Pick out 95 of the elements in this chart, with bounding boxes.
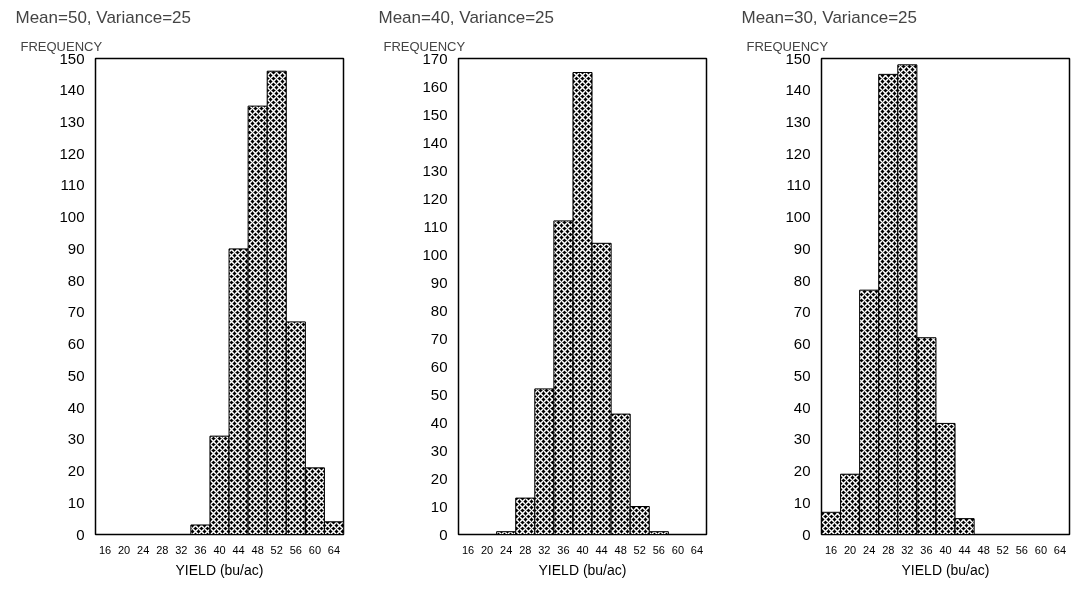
x-tick-label: 64 — [1053, 543, 1067, 556]
x-tick-label: 16 — [461, 543, 475, 556]
x-tick-label: 52 — [633, 543, 646, 556]
y-tick-label: 90 — [430, 273, 448, 291]
x-tick-label: 32 — [175, 543, 188, 556]
y-tick-label: 130 — [422, 161, 448, 179]
chart-title: Mean=50, Variance=25 — [15, 7, 191, 27]
x-tick-label: 40 — [576, 543, 589, 556]
y-tick-label: 110 — [60, 176, 85, 194]
y-tick-label: 10 — [67, 493, 85, 511]
y-axis-title: FREQUENCY — [383, 38, 466, 54]
x-tick-label: 28 — [882, 543, 895, 556]
y-tick-label: 110 — [423, 217, 448, 235]
y-tick-label: 40 — [67, 398, 85, 416]
y-tick-label: 30 — [430, 441, 448, 459]
x-tick-label: 16 — [98, 543, 112, 556]
y-axis-title: FREQUENCY — [746, 38, 829, 54]
x-tick-label: 36 — [920, 543, 933, 556]
y-tick-label: 0 — [76, 525, 85, 543]
x-tick-label: 56 — [652, 543, 665, 556]
x-tick-label: 60 — [308, 543, 322, 556]
y-tick-label: 20 — [67, 462, 85, 480]
y-tick-label: 10 — [793, 493, 811, 511]
x-tick-label: 44 — [595, 543, 608, 556]
x-tick-label: 52 — [270, 543, 283, 556]
x-tick-label: 28 — [519, 543, 532, 556]
x-tick-label: 40 — [213, 543, 226, 556]
y-tick-label: 130 — [59, 112, 85, 130]
x-tick-label: 20 — [481, 543, 494, 556]
chart-title: Mean=30, Variance=25 — [741, 7, 917, 27]
y-tick-label: 140 — [785, 81, 811, 99]
y-tick-label: 70 — [67, 303, 85, 321]
y-axis-title: FREQUENCY — [20, 38, 103, 54]
x-tick-label: 60 — [671, 543, 685, 556]
y-tick-label: 80 — [67, 271, 85, 289]
y-tick-label: 40 — [793, 398, 811, 416]
x-tick-label: 32 — [538, 543, 551, 556]
y-tick-label: 120 — [422, 189, 448, 207]
y-tick-label: 30 — [793, 430, 811, 448]
x-tick-label: 20 — [844, 543, 857, 556]
y-tick-label: 0 — [802, 525, 811, 543]
x-axis-title: YIELD (bu/ac) — [538, 561, 627, 578]
x-tick-label: 48 — [251, 543, 264, 556]
y-tick-label: 50 — [430, 385, 448, 403]
x-tick-label: 28 — [156, 543, 169, 556]
y-tick-label: 120 — [59, 144, 85, 162]
x-tick-label: 64 — [690, 543, 704, 556]
y-tick-label: 40 — [430, 413, 448, 431]
x-tick-label: 16 — [824, 543, 838, 556]
y-tick-label: 50 — [67, 366, 85, 384]
y-tick-label: 90 — [793, 239, 811, 257]
y-tick-label: 60 — [67, 335, 85, 353]
x-tick-label: 32 — [901, 543, 914, 556]
y-tick-label: 10 — [430, 497, 448, 515]
x-tick-label: 44 — [232, 543, 245, 556]
y-tick-label: 70 — [793, 303, 811, 321]
x-tick-label: 56 — [289, 543, 302, 556]
y-tick-label: 30 — [67, 430, 85, 448]
y-tick-label: 120 — [785, 144, 811, 162]
x-tick-label: 36 — [557, 543, 570, 556]
x-tick-label: 56 — [1015, 543, 1028, 556]
y-tick-label: 80 — [793, 271, 811, 289]
x-tick-label: 24 — [863, 543, 876, 556]
y-tick-label: 110 — [786, 176, 811, 194]
y-tick-label: 130 — [785, 112, 811, 130]
x-tick-label: 24 — [137, 543, 150, 556]
y-tick-label: 100 — [422, 245, 448, 263]
y-tick-label: 140 — [59, 81, 85, 99]
x-tick-label: 48 — [977, 543, 990, 556]
x-tick-label: 52 — [996, 543, 1009, 556]
y-tick-label: 100 — [59, 208, 85, 226]
x-tick-label: 36 — [194, 543, 207, 556]
y-tick-label: 80 — [430, 301, 448, 319]
x-tick-label: 44 — [958, 543, 971, 556]
y-tick-label: 140 — [422, 133, 448, 151]
y-tick-label: 20 — [793, 462, 811, 480]
y-tick-label: 60 — [793, 335, 811, 353]
x-tick-label: 20 — [118, 543, 131, 556]
y-tick-label: 0 — [439, 525, 448, 543]
y-tick-label: 150 — [422, 105, 448, 123]
chart-title: Mean=40, Variance=25 — [378, 7, 554, 27]
y-tick-label: 20 — [430, 469, 448, 487]
x-tick-label: 40 — [939, 543, 952, 556]
x-tick-label: 60 — [1034, 543, 1048, 556]
x-axis-title: YIELD (bu/ac) — [901, 561, 990, 578]
y-tick-label: 160 — [422, 77, 448, 95]
y-tick-label: 90 — [67, 239, 85, 257]
x-axis-title: YIELD (bu/ac) — [175, 561, 264, 578]
y-tick-label: 50 — [793, 366, 811, 384]
x-tick-label: 24 — [500, 543, 513, 556]
y-tick-label: 100 — [785, 208, 811, 226]
y-tick-label: 70 — [430, 329, 448, 347]
x-tick-label: 64 — [327, 543, 341, 556]
y-tick-label: 60 — [430, 357, 448, 375]
x-tick-label: 48 — [614, 543, 627, 556]
